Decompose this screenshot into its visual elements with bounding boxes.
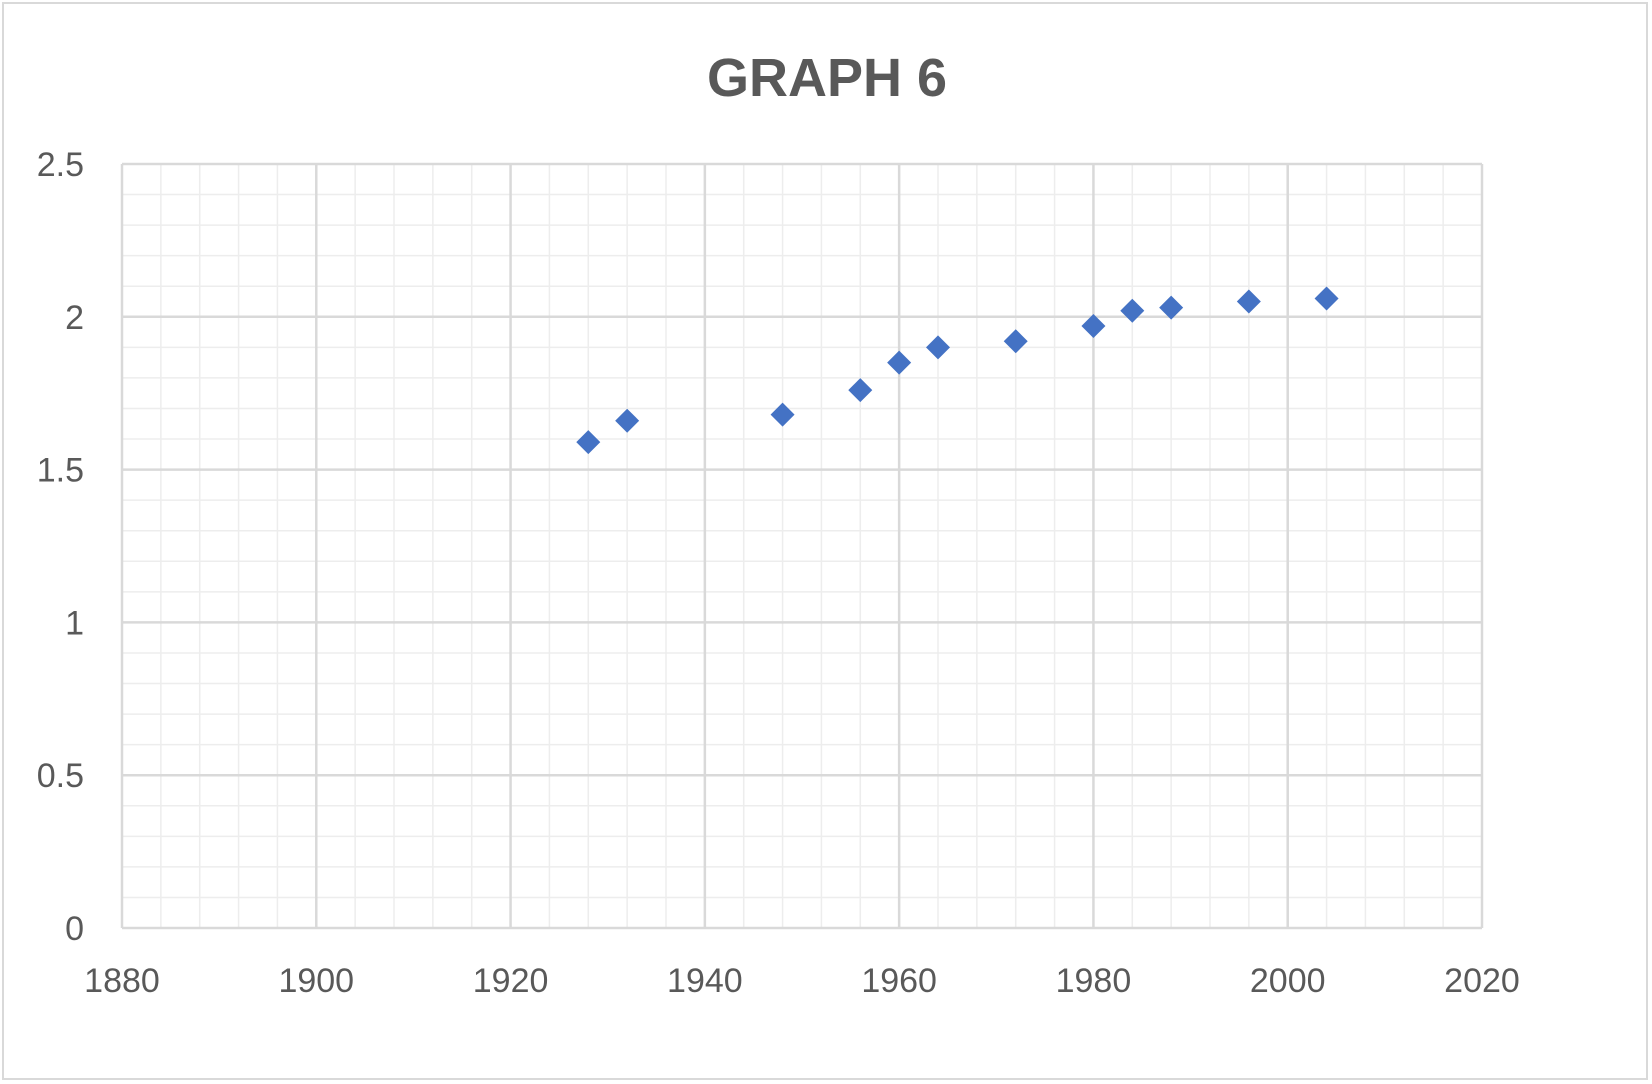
data-point: [1159, 295, 1184, 320]
y-tick-label: 1.5: [37, 452, 84, 490]
scatter-chart: GRAPH 6 0 0.5 1 1.5 2 2.5 1880 1900 1920 1940 196…: [37, 48, 1520, 1000]
data-point: [887, 350, 912, 375]
data-point: [1236, 289, 1261, 314]
x-tick-label: 1940: [667, 962, 743, 1000]
data-point: [576, 430, 601, 455]
minor-gridlines: [122, 164, 1482, 928]
x-tick-label: 1900: [278, 962, 354, 1000]
x-tick-label: 2000: [1250, 962, 1326, 1000]
data-point: [770, 402, 795, 427]
x-tick-label: 1920: [473, 962, 549, 1000]
y-tick-label: 2: [65, 299, 84, 337]
x-tick-label: 1960: [861, 962, 937, 1000]
x-axis-tick-labels: 1880 1900 1920 1940 1960 1980 2000 2020: [84, 962, 1520, 1000]
y-axis-tick-labels: 0 0.5 1 1.5 2 2.5: [37, 146, 84, 948]
data-point: [1120, 298, 1145, 323]
y-tick-label: 1: [65, 604, 84, 642]
data-point: [615, 408, 640, 433]
data-point: [1081, 313, 1106, 338]
x-tick-label: 1980: [1056, 962, 1132, 1000]
x-tick-label: 2020: [1444, 962, 1520, 1000]
data-point: [1314, 286, 1339, 311]
y-tick-label: 2.5: [37, 146, 84, 184]
x-tick-label: 1880: [84, 962, 160, 1000]
data-point: [848, 378, 873, 403]
chart-title: GRAPH 6: [707, 48, 947, 108]
major-gridlines: [120, 162, 1484, 930]
data-points: [576, 286, 1339, 455]
data-point: [926, 335, 950, 360]
data-point: [1003, 329, 1028, 354]
y-tick-label: 0.5: [37, 757, 84, 795]
y-tick-label: 0: [65, 910, 84, 948]
